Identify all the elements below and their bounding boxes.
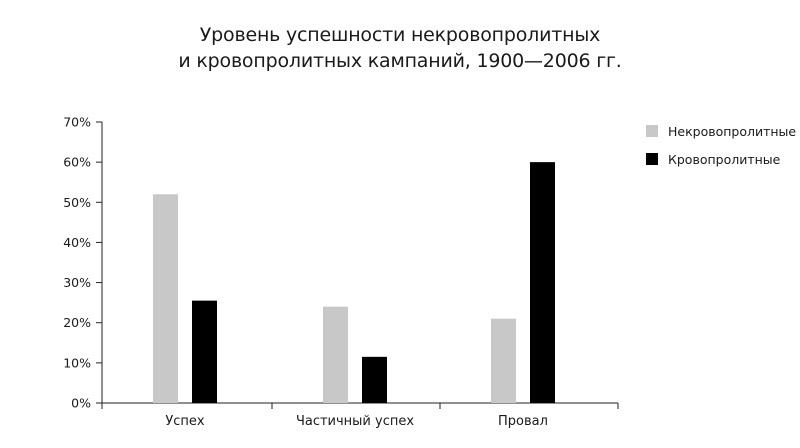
legend-label: Кровопролитные <box>668 152 781 167</box>
legend-swatch <box>646 125 658 137</box>
y-tick-label: 70% <box>63 115 91 130</box>
x-category-label: Провал <box>498 414 548 429</box>
y-tick-label: 0% <box>71 396 91 411</box>
legend-swatch <box>646 153 658 165</box>
y-tick-label: 30% <box>63 275 91 290</box>
y-tick-label: 50% <box>63 195 91 210</box>
bar-nonviolent-1 <box>153 194 178 403</box>
chart-title-line-1: Уровень успешности некровопролитных <box>199 24 601 46</box>
bar-nonviolent-3 <box>491 318 516 403</box>
y-tick-label: 60% <box>63 155 91 170</box>
y-tick-label: 40% <box>63 235 91 250</box>
x-category-label: Успех <box>165 414 205 429</box>
bar-nonviolent-2 <box>323 306 348 403</box>
legend: Некровопролитные Кровопролитные <box>646 124 796 167</box>
bar-violent-2 <box>362 356 387 403</box>
y-tick-label: 20% <box>63 315 91 330</box>
y-tick-label: 10% <box>63 355 91 370</box>
bars <box>153 162 555 403</box>
chart-title: Уровень успешности некровопролитных и кр… <box>0 22 800 74</box>
bar-violent-3 <box>530 162 555 403</box>
bar-violent-1 <box>192 300 217 403</box>
x-category-label: Частичный успех <box>296 414 414 429</box>
legend-label: Некровопролитные <box>668 124 796 139</box>
chart-title-line-2: и кровопролитных кампаний, 1900—2006 гг. <box>178 50 622 72</box>
